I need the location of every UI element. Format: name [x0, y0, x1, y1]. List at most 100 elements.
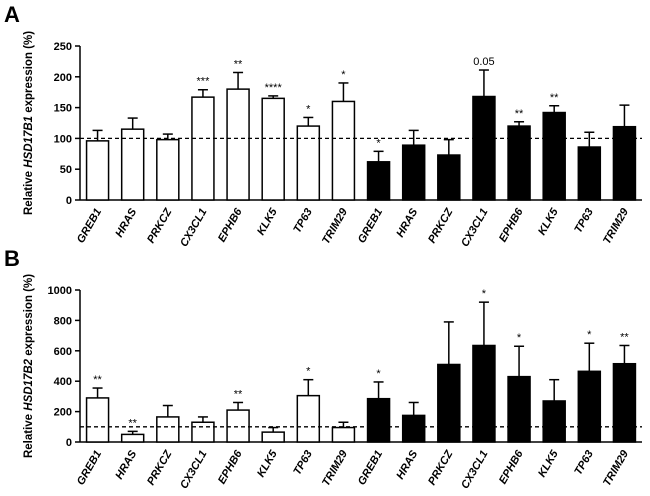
panel-b-bar [577, 370, 602, 443]
panel-a-y-axis-label-prefix: Relative [23, 168, 35, 215]
panel-a-category-label: GREB1 [75, 207, 104, 246]
panel-b-category-label: HRAS [113, 448, 139, 482]
panel-b-bar [612, 362, 637, 443]
panel-a-significance-label: 0.05 [473, 56, 494, 68]
panel-a-chart: 0 50 100 150 200 250 Relative HSD17B1 expressi… [23, 31, 642, 249]
panel-a-category-label: TRIM29 [320, 206, 350, 247]
panel-a-bar [437, 154, 461, 201]
panel-b-category-label: KLK5 [255, 448, 280, 480]
panel-a-significance-label: ** [550, 92, 559, 104]
panel-a-category-label: EPHB6 [216, 206, 245, 245]
panel-a-bar [542, 111, 566, 201]
panel-b-significance-label: * [482, 288, 487, 300]
panel-a-significance-label: ** [234, 58, 243, 70]
panel-b-category-label: CX3CL1 [459, 449, 490, 492]
panel-a-bar [226, 88, 250, 201]
panel-b-letter: B [4, 246, 20, 271]
panel-a-bar [331, 100, 356, 201]
panel-b-category-label: CX3CL1 [178, 449, 209, 492]
panel-b-category-label: HRAS [394, 448, 420, 482]
panel-a-letter: A [4, 2, 20, 27]
panel-b-bar [507, 375, 531, 443]
panel-a-category-label: HRAS [113, 206, 139, 240]
panel-a-category-label: KLK5 [255, 206, 280, 238]
panel-b-bar [366, 397, 391, 443]
panel-b-category-label: TP63 [291, 449, 315, 478]
panel-b-bar [437, 363, 461, 443]
panel-a-y-axis-label-gene: HSD17B1 [23, 116, 35, 168]
panel-b-significance-label: * [517, 332, 522, 344]
panel-b-category-label: EPHB6 [497, 448, 526, 487]
panel-b-bar [472, 344, 496, 443]
panel-b-significance-label: ** [234, 388, 243, 400]
panel-b-significance-label: * [306, 366, 311, 378]
panel-b-bar [120, 433, 145, 443]
panel-b-y-tick-label: 0 [66, 437, 72, 449]
panel-b-bar [296, 394, 321, 443]
panel-a-category-label: HRAS [394, 206, 420, 240]
panel-b-category-label: EPHB6 [216, 448, 245, 487]
panel-b-category-label: TRIM29 [320, 448, 350, 489]
panel-b-y-tick-label: 800 [54, 315, 72, 327]
panel-b-category-label: TRIM29 [601, 448, 631, 489]
panel-a-bar [472, 95, 496, 201]
panel-b-y-tick-label: 1000 [48, 285, 72, 297]
panel-a-category-label: CX3CL1 [178, 207, 209, 250]
panel-b-bar [331, 426, 356, 443]
panel-a-bar [120, 128, 145, 201]
panel-a-significance-label: * [341, 69, 346, 81]
panel-a-bar [296, 125, 321, 201]
panel-a-bar [156, 138, 180, 201]
panel-b-significance-label: ** [620, 331, 629, 343]
panel-b-bar [261, 431, 285, 443]
panel-b-significance-label: ** [93, 374, 102, 386]
panel-a-category-label: TRIM29 [601, 206, 631, 247]
panel-b-chart: 0 200 400 600 800 1000 Relative HSD17B2 expres… [23, 274, 642, 491]
panel-a-bar [577, 146, 602, 201]
panel-a-y-tick-label: 250 [54, 41, 72, 53]
panel-b-y-tick-label: 400 [54, 376, 72, 388]
panel-b-y-axis-label: Relative HSD17B2 expression (%) [23, 274, 35, 458]
panel-a-category-label: KLK5 [536, 206, 561, 238]
panel-a-bar [191, 96, 215, 201]
panel-a-category-label: PRKCZ [426, 205, 456, 245]
panel-a-category-label: CX3CL1 [459, 207, 490, 250]
panel-a-category-label: GREB1 [356, 207, 385, 246]
panel-a-y-tick-label: 200 [54, 72, 72, 84]
panel-a-significance-label: * [376, 137, 381, 149]
panel-a-y-axis-label: Relative HSD17B1 expression (%) [23, 31, 35, 215]
panel-a-y-axis-label-suffix: expression (%) [23, 31, 35, 116]
panel-a-significance-label: ** [515, 108, 524, 120]
panel-b-bar [191, 421, 215, 443]
panel-a-category-label: TP63 [291, 207, 315, 236]
panel-b-significance-label: ** [128, 417, 137, 429]
panel-a-significance-label: *** [197, 76, 211, 88]
panel-b-significance-label: * [376, 368, 381, 380]
panel-a-bar [85, 140, 110, 201]
panel-b-category-label: GREB1 [75, 449, 104, 488]
panel-b-bar [85, 397, 110, 443]
panel-b-y-axis-label-suffix: expression (%) [23, 274, 35, 359]
panel-b-y-axis-label-prefix: Relative [23, 411, 35, 458]
panel-a-bar [612, 125, 637, 201]
panel-a-significance-label: **** [265, 82, 283, 94]
panel-a-y-tick-label: 100 [54, 133, 72, 145]
panel-b-y-tick-label: 200 [54, 407, 72, 419]
panel-a-significance-label: * [306, 103, 311, 115]
panel-b-bar [226, 409, 250, 443]
panel-a-bar [507, 125, 531, 201]
panel-b-category-label: GREB1 [356, 449, 385, 488]
panel-b-significance-label: * [587, 329, 592, 341]
panel-a-y-tick-label: 50 [60, 164, 72, 176]
panel-b-bar [542, 400, 566, 443]
panel-a-category-label: EPHB6 [497, 206, 526, 245]
panel-b-y-tick-label: 600 [54, 346, 72, 358]
panel-b-category-label: KLK5 [536, 448, 561, 480]
panel-b-bar [156, 416, 180, 443]
panel-a-y-tick-label: 0 [66, 195, 72, 207]
panel-a-category-label: TP63 [572, 207, 596, 236]
panel-b-bar [401, 414, 426, 443]
panel-a-category-label: PRKCZ [145, 205, 175, 245]
panel-a-bar [261, 97, 285, 201]
